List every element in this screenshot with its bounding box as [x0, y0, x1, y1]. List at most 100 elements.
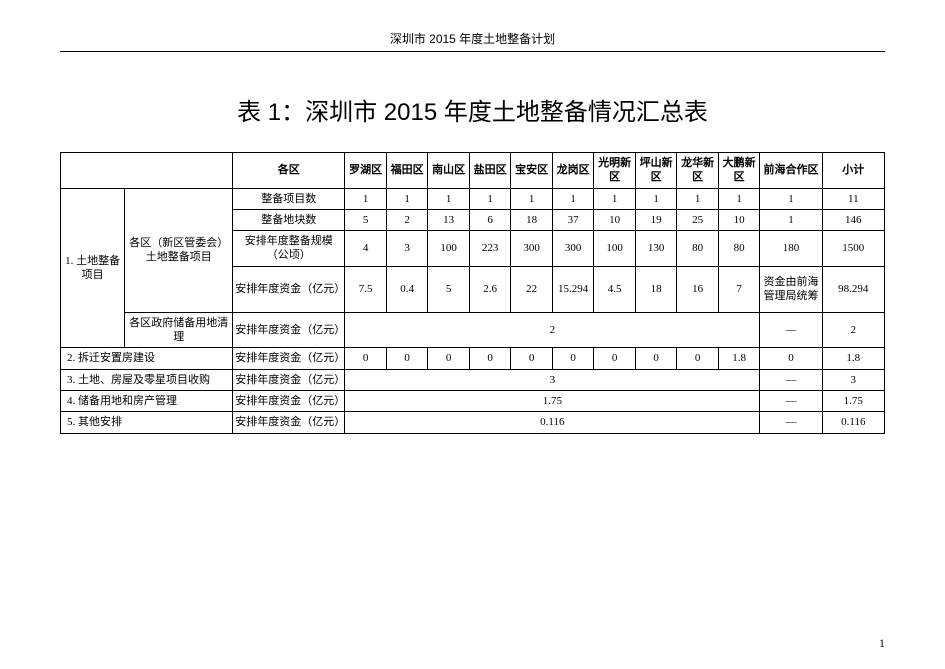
data-cell: 10 — [594, 209, 636, 230]
subtotal-cell: 146 — [822, 209, 884, 230]
metric-cell: 安排年度资金（亿元） — [233, 412, 345, 433]
subtotal-cell: 98.294 — [822, 266, 884, 312]
data-cell: 6 — [469, 209, 511, 230]
header-districts: 各区 — [233, 153, 345, 189]
data-cell: — — [760, 412, 822, 433]
section2-label: 2. 拆迁安置房建设 — [61, 348, 233, 369]
data-cell: 37 — [552, 209, 594, 230]
data-cell: 0 — [511, 348, 553, 369]
data-cell: 4.5 — [594, 266, 636, 312]
header-district: 前海合作区 — [760, 153, 822, 189]
table-row: 4. 储备用地和房产管理 安排年度资金（亿元） 1.75 — 1.75 — [61, 390, 885, 411]
header-district: 大鹏新区 — [718, 153, 760, 189]
data-cell: 22 — [511, 266, 553, 312]
data-cell: 2.6 — [469, 266, 511, 312]
page: 深圳市 2015 年度土地整备计划 表 1：深圳市 2015 年度土地整备情况汇… — [0, 0, 945, 669]
section4-label: 4. 储备用地和房产管理 — [61, 390, 233, 411]
metric-cell: 安排年度资金（亿元） — [233, 390, 345, 411]
subtotal-cell: 3 — [822, 369, 884, 390]
metric-cell: 安排年度资金（亿元） — [233, 369, 345, 390]
merged-data-cell: 2 — [345, 312, 760, 348]
data-cell: 130 — [635, 231, 677, 267]
merged-data-cell: 0.116 — [345, 412, 760, 433]
header-blank — [61, 153, 233, 189]
data-cell: 5 — [345, 209, 387, 230]
header-district: 福田区 — [386, 153, 428, 189]
section1-groupa-label: 各区（新区管委会）土地整备项目 — [125, 188, 233, 312]
data-cell: 1 — [594, 188, 636, 209]
data-cell: 7 — [718, 266, 760, 312]
data-cell: 100 — [594, 231, 636, 267]
data-cell: 1 — [345, 188, 387, 209]
data-cell: 80 — [718, 231, 760, 267]
summary-table: 各区 罗湖区 福田区 南山区 盐田区 宝安区 龙岗区 光明新区 坪山新区 龙华新… — [60, 152, 885, 434]
data-cell: 223 — [469, 231, 511, 267]
data-cell: 3 — [386, 231, 428, 267]
data-cell: 1.8 — [718, 348, 760, 369]
metric-cell: 安排年度资金（亿元） — [233, 348, 345, 369]
data-cell: — — [760, 369, 822, 390]
data-cell: 1 — [552, 188, 594, 209]
header-district: 盐田区 — [469, 153, 511, 189]
data-cell: 1 — [469, 188, 511, 209]
metric-cell: 安排年度资金（亿元） — [233, 312, 345, 348]
merged-data-cell: 1.75 — [345, 390, 760, 411]
table-row: 各区政府储备用地清理 安排年度资金（亿元） 2 — 2 — [61, 312, 885, 348]
subtotal-cell: 0.116 — [822, 412, 884, 433]
data-cell: 80 — [677, 231, 719, 267]
header-district: 坪山新区 — [635, 153, 677, 189]
subtotal-cell: 1.8 — [822, 348, 884, 369]
header-district: 罗湖区 — [345, 153, 387, 189]
data-cell: 19 — [635, 209, 677, 230]
data-cell: 2 — [386, 209, 428, 230]
data-cell: — — [760, 390, 822, 411]
subtotal-cell: 1.75 — [822, 390, 884, 411]
data-cell: 0 — [428, 348, 470, 369]
subtotal-cell: 1500 — [822, 231, 884, 267]
page-number: 1 — [879, 636, 885, 651]
section5-label: 5. 其他安排 — [61, 412, 233, 433]
data-cell: 1 — [718, 188, 760, 209]
table-row: 3. 土地、房屋及零星项目收购 安排年度资金（亿元） 3 — 3 — [61, 369, 885, 390]
data-cell: 0 — [345, 348, 387, 369]
data-cell: 18 — [635, 266, 677, 312]
header-district: 龙岗区 — [552, 153, 594, 189]
metric-cell: 整备项目数 — [233, 188, 345, 209]
data-cell: 0 — [594, 348, 636, 369]
header-district: 宝安区 — [511, 153, 553, 189]
data-cell: 资金由前海管理局统筹 — [760, 266, 822, 312]
merged-data-cell: 3 — [345, 369, 760, 390]
header-district: 光明新区 — [594, 153, 636, 189]
running-header: 深圳市 2015 年度土地整备计划 — [60, 30, 885, 52]
data-cell: 7.5 — [345, 266, 387, 312]
data-cell: 0 — [552, 348, 594, 369]
subtotal-cell: 2 — [822, 312, 884, 348]
data-cell: 25 — [677, 209, 719, 230]
metric-cell: 安排年度整备规模（公顷） — [233, 231, 345, 267]
data-cell: 10 — [718, 209, 760, 230]
data-cell: 4 — [345, 231, 387, 267]
section1-groupb-label: 各区政府储备用地清理 — [125, 312, 233, 348]
data-cell: 1 — [635, 188, 677, 209]
section3-label: 3. 土地、房屋及零星项目收购 — [61, 369, 233, 390]
data-cell: 0 — [677, 348, 719, 369]
data-cell: 0 — [386, 348, 428, 369]
data-cell: 0 — [469, 348, 511, 369]
data-cell: 18 — [511, 209, 553, 230]
data-cell: 1 — [428, 188, 470, 209]
table-row: 1. 土地整备项目 各区（新区管委会）土地整备项目 整备项目数 1 1 1 1 … — [61, 188, 885, 209]
subtotal-cell: 11 — [822, 188, 884, 209]
data-cell: 16 — [677, 266, 719, 312]
section1-label: 1. 土地整备项目 — [61, 188, 125, 348]
data-cell: 0 — [760, 348, 822, 369]
data-cell: 5 — [428, 266, 470, 312]
data-cell: 13 — [428, 209, 470, 230]
data-cell: 1 — [677, 188, 719, 209]
header-subtotal: 小计 — [822, 153, 884, 189]
page-title: 表 1：深圳市 2015 年度土地整备情况汇总表 — [60, 92, 885, 127]
data-cell: 0.4 — [386, 266, 428, 312]
data-cell: 1 — [760, 188, 822, 209]
header-district: 龙华新区 — [677, 153, 719, 189]
table-header-row: 各区 罗湖区 福田区 南山区 盐田区 宝安区 龙岗区 光明新区 坪山新区 龙华新… — [61, 153, 885, 189]
data-cell: 0 — [635, 348, 677, 369]
